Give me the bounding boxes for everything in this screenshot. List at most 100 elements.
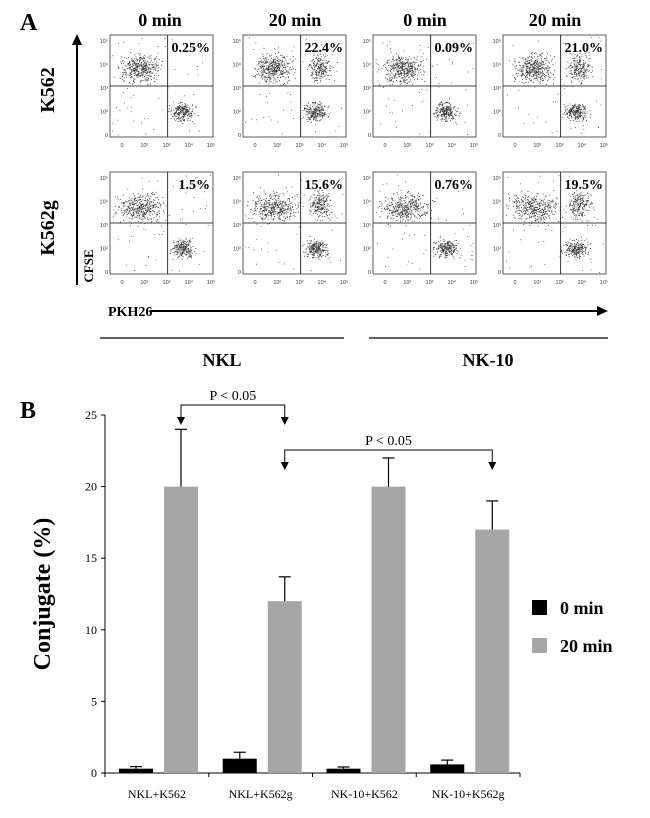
- x-tick-label: 0: [120, 143, 123, 149]
- x-tick-label: 10²: [533, 280, 541, 286]
- flow-plot: 22.4% 0 10² 10³ 10⁴ 10⁵ 10⁵ 10⁴ 10³ 10² 0: [233, 34, 348, 149]
- y-tick-label: 10⁵: [233, 175, 241, 182]
- x-tick-label: 0: [383, 280, 386, 286]
- bar-20min: [267, 601, 302, 773]
- cfse-arrow-head: [72, 34, 82, 45]
- x-tick-label: 10³: [163, 280, 171, 286]
- y-tick-label: 10³: [100, 223, 108, 229]
- legend-swatch-20min: [532, 638, 547, 653]
- quadrant-percent-label: 0.09%: [435, 41, 474, 56]
- x-tick-label: 10²: [140, 280, 148, 286]
- y-tick-label: 10²: [493, 110, 501, 116]
- y-tick-label: 10³: [233, 86, 241, 92]
- x-tick-label: 10²: [533, 143, 541, 149]
- event-dots: [245, 175, 344, 271]
- legend-label-0min: 0 min: [560, 598, 604, 618]
- flow-plot: 21.0% 0 10² 10³ 10⁴ 10⁵ 10⁵ 10⁴ 10³ 10² 0: [493, 34, 608, 149]
- x-tick-label: 10²: [403, 280, 411, 286]
- y-tick-label: 10⁴: [363, 199, 372, 206]
- x-tick-label: 0: [253, 143, 256, 149]
- legend-swatch-0min: [532, 600, 547, 615]
- bar-0min: [430, 764, 465, 773]
- pkh26-arrow-head: [597, 306, 608, 316]
- bar-0min: [326, 768, 361, 773]
- x-tick-label: 10²: [140, 143, 148, 149]
- x-tick-label: 10⁵: [207, 142, 215, 149]
- y-tick-label: 10²: [100, 247, 108, 253]
- y-tick-label: 10⁵: [493, 175, 501, 182]
- y-tick-label: 10: [85, 623, 97, 637]
- flow-plot: 1.5% 0 10² 10³ 10⁴ 10⁵ 10⁵ 10⁴ 10³ 10² 0: [100, 171, 215, 286]
- group-label-nkl: NKL: [202, 350, 241, 370]
- x-tick-label: 10⁴: [578, 142, 587, 149]
- x-tick-label: 0: [253, 280, 256, 286]
- quadrant-percent-label: 21.0%: [565, 41, 604, 56]
- event-dots: [245, 37, 342, 135]
- x-tick-label: 10⁵: [600, 142, 608, 149]
- significance-label: P < 0.05: [365, 434, 412, 449]
- y-tick-label: 0: [368, 270, 371, 276]
- y-tick-label: 5: [91, 694, 97, 708]
- x-tick-label: 0: [383, 143, 386, 149]
- y-tick-label: 0: [105, 270, 108, 276]
- quadrant-percent-label: 22.4%: [305, 41, 344, 56]
- event-dots: [507, 37, 602, 135]
- bar-0min: [222, 758, 257, 773]
- panel-a-label: A: [20, 10, 38, 36]
- x-tick-label: 10³: [556, 143, 564, 149]
- quadrant-percent-label: 19.5%: [565, 178, 604, 193]
- x-tick-label: 10⁴: [578, 279, 587, 286]
- y-tick-label: 20: [85, 480, 97, 494]
- x-tick-label: 10⁵: [470, 279, 478, 286]
- y-tick-label: 10⁵: [493, 38, 501, 45]
- y-tick-label: 10⁵: [233, 38, 241, 45]
- x-category-label: NKL+K562: [128, 787, 186, 801]
- significance-label: P < 0.05: [210, 389, 257, 404]
- y-tick-label: 10⁵: [100, 175, 108, 182]
- x-tick-label: 10³: [556, 280, 564, 286]
- quadrant-percent-label: 0.76%: [435, 178, 474, 193]
- x-tick-label: 10³: [296, 143, 304, 149]
- y-tick-label: 10³: [363, 223, 371, 229]
- y-tick-label: 10⁴: [363, 62, 372, 69]
- x-tick-label: 10²: [403, 143, 411, 149]
- x-category-label: NKL+K562g: [229, 787, 293, 801]
- x-tick-label: 10³: [163, 143, 171, 149]
- x-category-label: NK-10+K562g: [432, 787, 505, 801]
- y-tick-label: 0: [105, 133, 108, 139]
- significance-bracket: P < 0.05: [280, 434, 497, 470]
- flow-plot-grid: 0.25% 0 10² 10³ 10⁴ 10⁵ 10⁵ 10⁴ 10³ 10² 0 22.4% 0 10²…: [100, 34, 608, 286]
- pkh26-axis-label: PKH26: [108, 305, 152, 320]
- row-label-k562: K562: [37, 67, 59, 113]
- event-dots: [375, 174, 474, 270]
- y-tick-label: 0: [498, 270, 501, 276]
- y-tick-label: 10³: [363, 86, 371, 92]
- y-tick-label: 10²: [363, 110, 371, 116]
- y-tick-label: 15: [85, 551, 97, 565]
- x-tick-label: 10⁴: [185, 142, 194, 149]
- x-tick-label: 10³: [426, 280, 434, 286]
- y-tick-label: 10⁴: [493, 62, 502, 69]
- x-tick-label: 10²: [273, 280, 281, 286]
- bar-chart: 0 5 10 15 20 25 NKL+K562 NKL+K562g NK-10+K562 NK-…: [85, 389, 521, 801]
- flow-plot: 15.6% 0 10² 10³ 10⁴ 10⁵ 10⁵ 10⁴ 10³ 10² 0: [233, 171, 348, 286]
- y-tick-label: 10⁵: [100, 38, 108, 45]
- column-header-3: 0 min: [403, 10, 447, 30]
- x-tick-label: 0: [120, 280, 123, 286]
- group-label-nk10: NK-10: [463, 350, 514, 370]
- y-tick-label: 10⁴: [100, 62, 109, 69]
- quadrant-percent-label: 0.25%: [172, 41, 211, 56]
- row-label-k562g: K562g: [37, 200, 59, 256]
- x-tick-label: 10³: [426, 143, 434, 149]
- x-category-label: NK-10+K562: [331, 787, 398, 801]
- y-tick-label: 10⁴: [100, 199, 109, 206]
- event-dots: [505, 174, 604, 273]
- y-tick-label: 10³: [100, 86, 108, 92]
- column-header-1: 0 min: [138, 10, 182, 30]
- legend-label-20min: 20 min: [560, 636, 613, 656]
- x-tick-label: 0: [513, 143, 516, 149]
- y-tick-label: 10²: [493, 247, 501, 253]
- y-tick-label: 10⁴: [233, 199, 242, 206]
- y-tick-label: 10²: [233, 110, 241, 116]
